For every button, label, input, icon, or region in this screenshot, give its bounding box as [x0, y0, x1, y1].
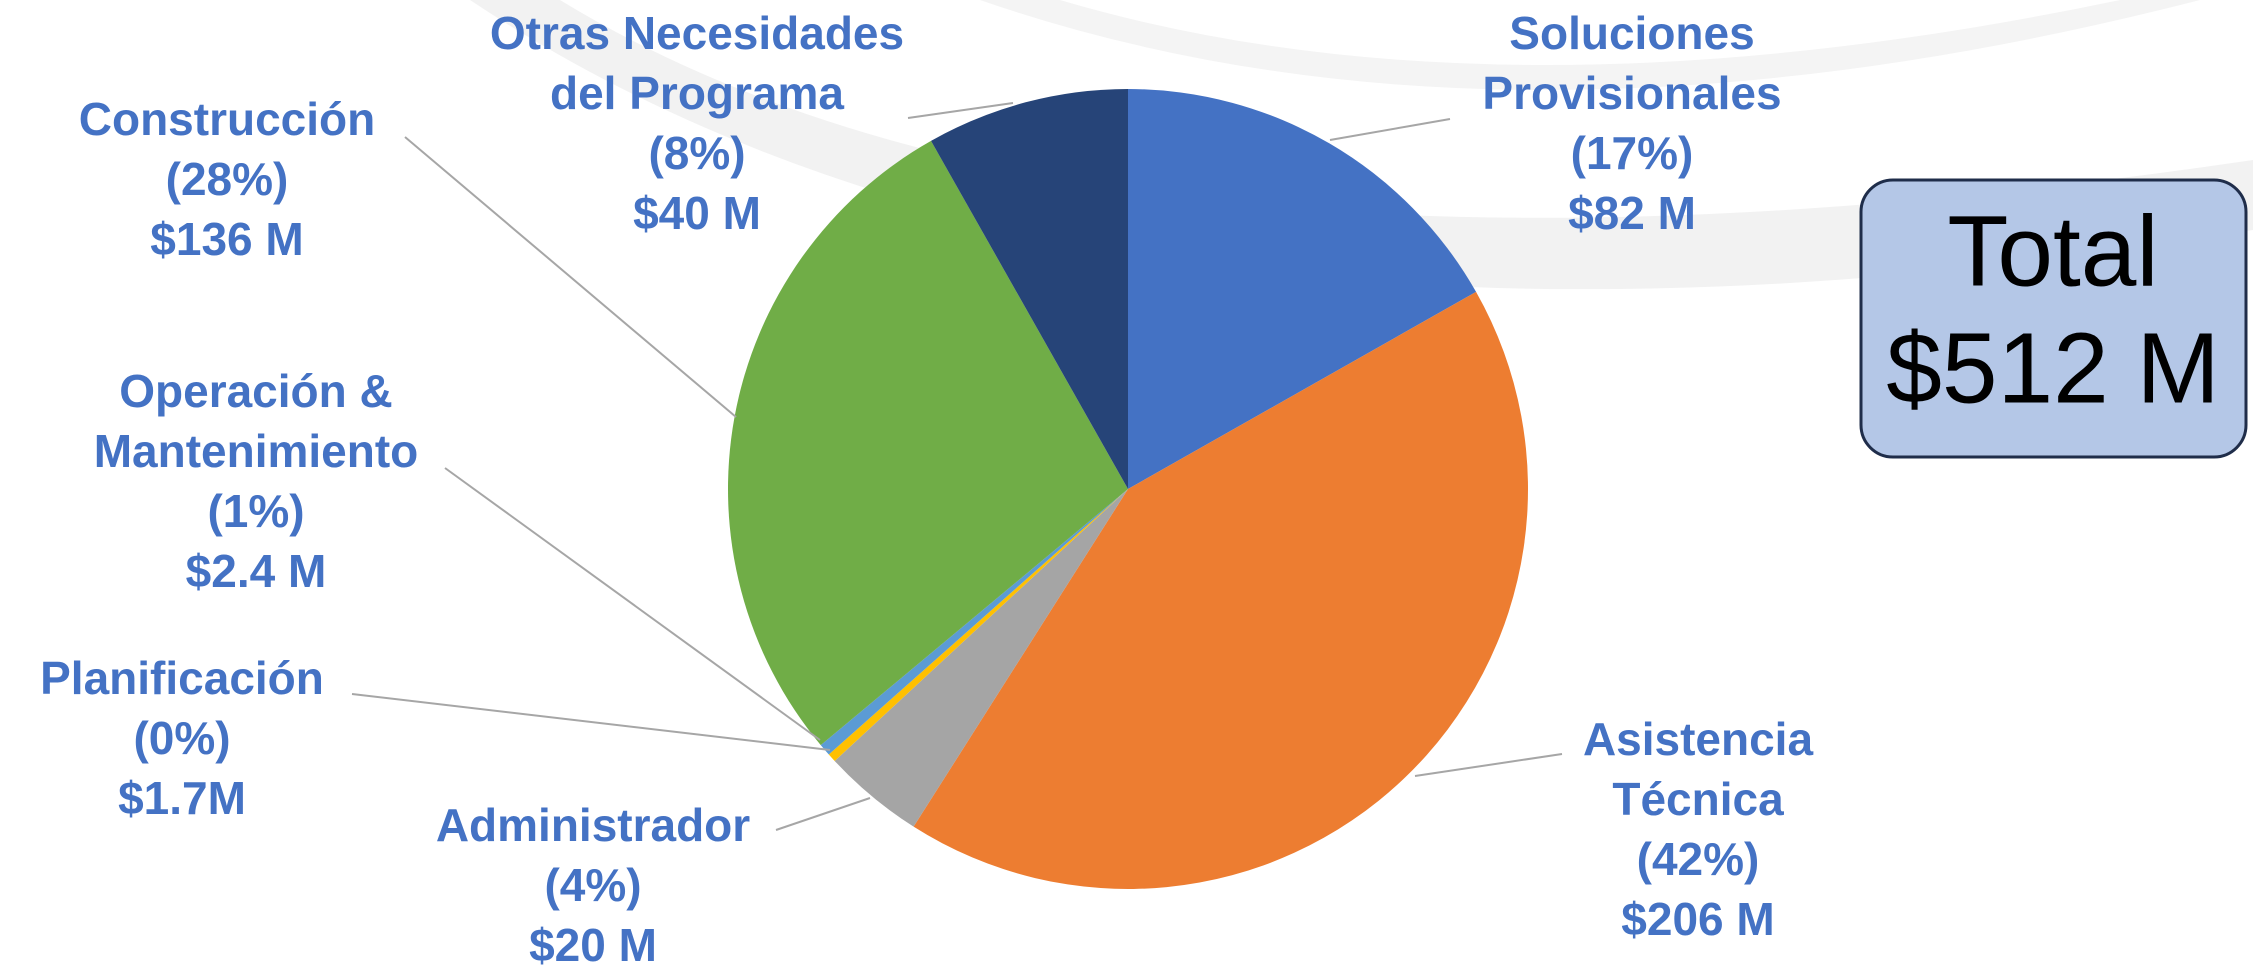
percent-label: (17%) [1570, 127, 1694, 179]
category-label: Operación & Mantenimiento [93, 365, 419, 477]
background-swoosh [470, 0, 2253, 290]
background-swoosh [980, 0, 2200, 90]
percent-label: (8%) [648, 127, 746, 179]
value-label: $1.7M [118, 772, 246, 824]
leader-line [351, 693, 831, 751]
data-label: Administrador (4%) $20 M [403, 795, 783, 973]
percent-label: (0%) [133, 712, 231, 764]
data-label: Operación & Mantenimiento (1%) $2.4 M [56, 361, 456, 601]
category-label: Construcción [78, 93, 376, 145]
data-label: Asistencia Técnica (42%) $206 M [1553, 709, 1843, 949]
leader-line [444, 467, 821, 741]
pie-slice [728, 140, 1128, 746]
value-label: $82 M [1568, 187, 1696, 239]
pie-slice [913, 291, 1528, 890]
pie [728, 89, 1528, 890]
pie-slice [1128, 89, 1477, 489]
total-value: $512 M [1886, 312, 2220, 424]
category-label: Asistencia Técnica [1582, 713, 1814, 825]
value-label: $40 M [633, 187, 761, 239]
data-label: Otras Necesidades del Programa (8%) $40 M [482, 3, 912, 243]
data-label: Soluciones Provisionales (17%) $82 M [1442, 3, 1822, 243]
value-label: $206 M [1621, 893, 1775, 945]
leader-line [907, 102, 1014, 119]
pie-slice [828, 489, 1128, 761]
pie-slice [820, 489, 1128, 755]
category-label: Planificación [40, 652, 324, 704]
leader-line [404, 136, 737, 418]
percent-label: (28%) [165, 153, 289, 205]
pie-slice [834, 489, 1128, 827]
leader-line [1414, 753, 1563, 777]
total-label: Total [1947, 195, 2158, 307]
category-label: Otras Necesidades del Programa [489, 7, 905, 119]
percent-label: (42%) [1636, 833, 1760, 885]
leader-line [775, 797, 871, 831]
category-label: Soluciones Provisionales [1482, 7, 1782, 119]
leader-line [1329, 118, 1451, 141]
value-label: $20 M [529, 919, 657, 971]
value-label: $136 M [150, 213, 304, 265]
percent-label: (4%) [544, 859, 642, 911]
total-box [1859, 178, 2248, 459]
pie-slice [931, 89, 1128, 489]
category-label: Administrador [435, 799, 751, 851]
percent-label: (1%) [207, 485, 305, 537]
data-label: Planificación (0%) $1.7M [0, 648, 372, 828]
leader-lines [351, 102, 1563, 831]
value-label: $2.4 M [185, 545, 327, 597]
data-label: Construcción (28%) $136 M [37, 89, 417, 269]
